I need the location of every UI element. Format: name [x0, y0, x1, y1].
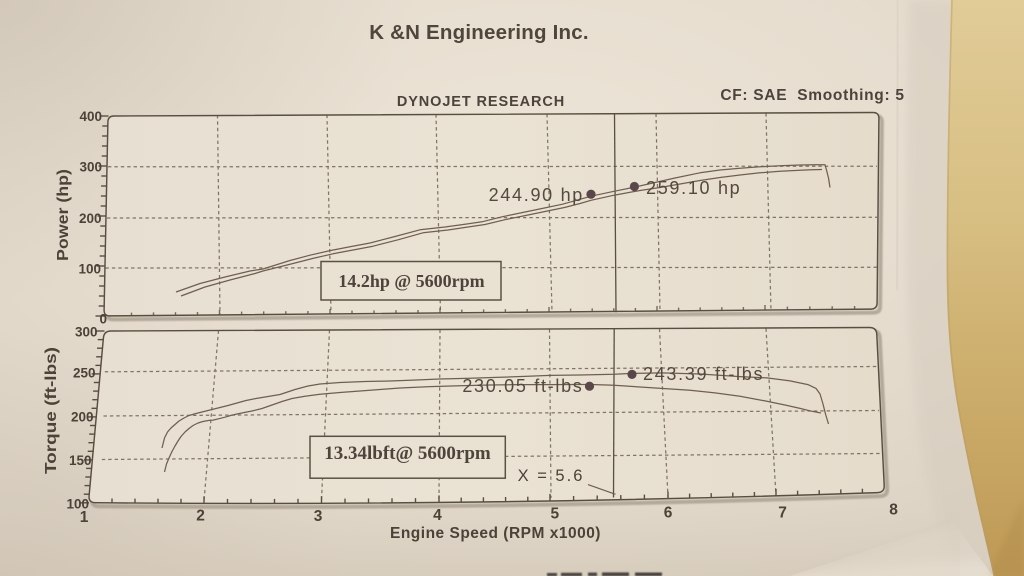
svg-text:230.05 ft-lbs: 230.05 ft-lbs: [462, 376, 583, 396]
svg-text:14.2hp @ 5600rpm: 14.2hp @ 5600rpm: [338, 271, 484, 291]
svg-text:300: 300: [75, 324, 98, 339]
svg-text:150: 150: [69, 453, 92, 468]
svg-text:DYNOJET RESEARCH: DYNOJET RESEARCH: [397, 94, 565, 110]
svg-text:6: 6: [664, 505, 673, 522]
svg-text:200: 200: [79, 211, 102, 226]
svg-text:250: 250: [73, 365, 96, 380]
svg-text:CF: SAE Smoothing: 5: CF: SAE Smoothing: 5: [720, 87, 904, 104]
svg-text:3: 3: [314, 508, 323, 525]
svg-text:300: 300: [79, 159, 102, 174]
svg-text:K &N Engineering Inc.: K &N Engineering Inc.: [369, 21, 588, 44]
svg-text:259.10 hp: 259.10 hp: [646, 178, 741, 198]
svg-text:2: 2: [196, 508, 205, 525]
svg-text:8: 8: [889, 502, 898, 519]
svg-text:0: 0: [99, 311, 107, 326]
svg-text:200: 200: [71, 409, 94, 424]
svg-text:Power (hp): Power (hp): [55, 169, 72, 261]
svg-text:X = 5.6: X = 5.6: [518, 467, 585, 485]
svg-text:7: 7: [778, 505, 787, 522]
svg-text:244.90 hp: 244.90 hp: [489, 185, 584, 205]
svg-text:13.34lbft@ 5600rpm: 13.34lbft@ 5600rpm: [324, 443, 491, 464]
svg-text:1: 1: [80, 509, 89, 526]
svg-text:100: 100: [78, 261, 101, 276]
svg-text:Torque (ft-lbs): Torque (ft-lbs): [43, 347, 60, 474]
svg-text:400: 400: [79, 109, 102, 124]
svg-text:Engine Speed (RPM x1000): Engine Speed (RPM x1000): [390, 525, 601, 542]
svg-text:4: 4: [433, 507, 442, 524]
svg-text:100: 100: [66, 496, 89, 511]
svg-text:243.39 ft-lbs: 243.39 ft-lbs: [643, 364, 764, 384]
svg-text:5: 5: [550, 506, 559, 523]
